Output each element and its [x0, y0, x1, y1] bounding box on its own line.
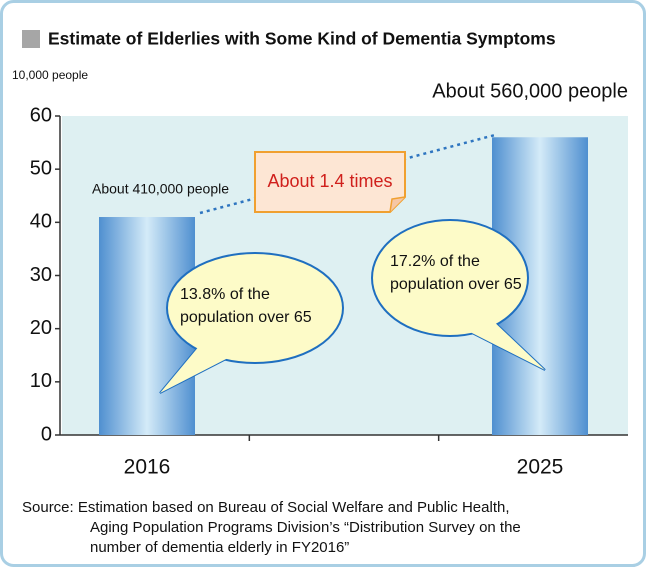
source-text: number of dementia elderly in FY2016”	[90, 539, 349, 556]
callout-tail-fill	[470, 318, 545, 370]
ratio-note: About 1.4 times	[267, 171, 392, 191]
callout-text: population over 65	[390, 276, 522, 293]
x-tick-label: 2016	[124, 456, 171, 479]
chart-title: Estimate of Elderlies with Some Kind of …	[48, 29, 556, 49]
y-tick-label: 40	[30, 211, 52, 233]
y-tick-label: 10	[30, 370, 52, 392]
y-tick-label: 30	[30, 264, 52, 286]
source-text: Source: Estimation based on Bureau of So…	[22, 499, 510, 516]
value-label: About 410,000 people	[92, 181, 229, 197]
callout-text: 17.2% of the	[390, 253, 480, 270]
callout-text: population over 65	[180, 309, 312, 326]
value-label: About 560,000 people	[432, 80, 628, 102]
title-icon	[22, 30, 40, 48]
callout-bubble	[166, 252, 344, 364]
y-tick-label: 50	[30, 157, 52, 179]
x-tick-label: 2025	[517, 456, 564, 479]
y-tick-label: 20	[30, 317, 52, 339]
connector	[199, 133, 496, 215]
y-tick-label: 60	[30, 104, 52, 126]
callout-text: 13.8% of the	[180, 286, 270, 303]
y-tick-label: 0	[41, 423, 52, 445]
source-text: Aging Population Programs Division’s “Di…	[90, 519, 521, 536]
callout-bubble	[371, 219, 529, 337]
note-fold	[389, 196, 406, 213]
y-axis-label: 10,000 people	[12, 68, 88, 82]
callout-tail-fill	[160, 345, 228, 393]
